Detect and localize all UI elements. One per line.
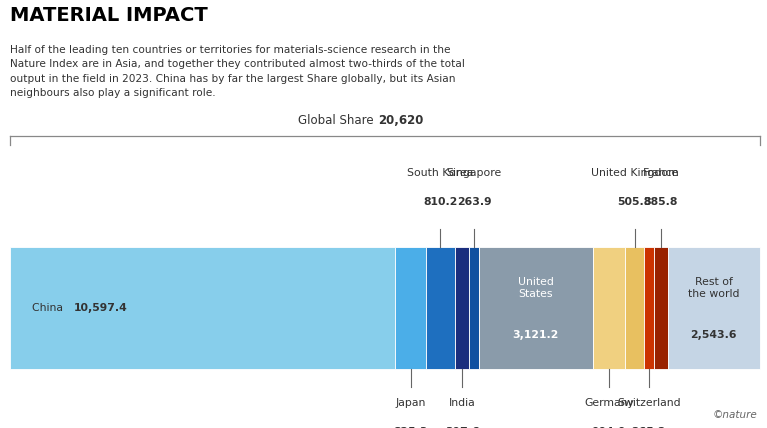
Bar [10, 247, 396, 369]
Text: Global Share: Global Share [298, 114, 378, 127]
Text: Rest of
the world: Rest of the world [688, 277, 739, 299]
Text: 10,597.4: 10,597.4 [74, 303, 127, 313]
Text: United
States: United States [518, 277, 554, 299]
Bar [426, 247, 455, 369]
Text: United Kingdom: United Kingdom [591, 168, 679, 178]
Text: Singapore: Singapore [446, 168, 502, 178]
Bar [455, 247, 469, 369]
Bar [469, 247, 479, 369]
Text: MATERIAL IMPACT: MATERIAL IMPACT [10, 6, 208, 25]
Text: 810.2: 810.2 [423, 197, 457, 207]
Bar [593, 247, 625, 369]
Text: 904.0: 904.0 [592, 427, 626, 428]
Text: Switzerland: Switzerland [617, 398, 680, 408]
Text: 505.8: 505.8 [617, 197, 652, 207]
Text: Japan: Japan [395, 398, 426, 408]
Text: India: India [449, 398, 476, 408]
Text: 2,543.6: 2,543.6 [690, 330, 737, 340]
Text: France: France [643, 168, 679, 178]
Bar [653, 247, 667, 369]
Bar [667, 247, 760, 369]
Text: 20,620: 20,620 [378, 114, 423, 127]
Text: 825.3: 825.3 [393, 427, 428, 428]
Bar [479, 247, 593, 369]
Text: 385.8: 385.8 [644, 197, 678, 207]
Text: South Korea: South Korea [407, 168, 473, 178]
Text: Half of the leading ten countries or territories for materials-science research : Half of the leading ten countries or ter… [10, 45, 465, 98]
Text: 263.9: 263.9 [457, 197, 492, 207]
Bar [396, 247, 426, 369]
Text: 265.2: 265.2 [631, 427, 666, 428]
Bar [644, 247, 653, 369]
Text: 397.6: 397.6 [445, 427, 479, 428]
Bar [625, 247, 644, 369]
Text: China: China [31, 303, 66, 313]
Text: Germany: Germany [584, 398, 634, 408]
Text: 3,121.2: 3,121.2 [512, 330, 559, 340]
Text: ©nature: ©nature [713, 410, 757, 420]
